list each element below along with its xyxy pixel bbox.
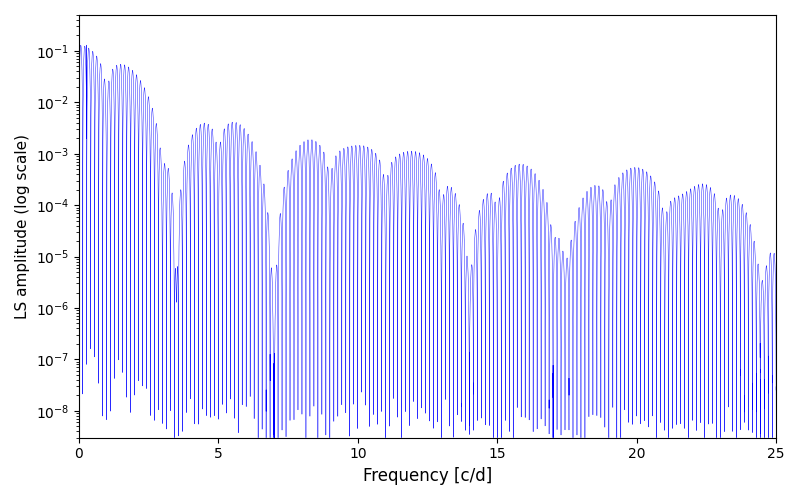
Y-axis label: LS amplitude (log scale): LS amplitude (log scale) <box>15 134 30 319</box>
X-axis label: Frequency [c/d]: Frequency [c/d] <box>363 467 492 485</box>
